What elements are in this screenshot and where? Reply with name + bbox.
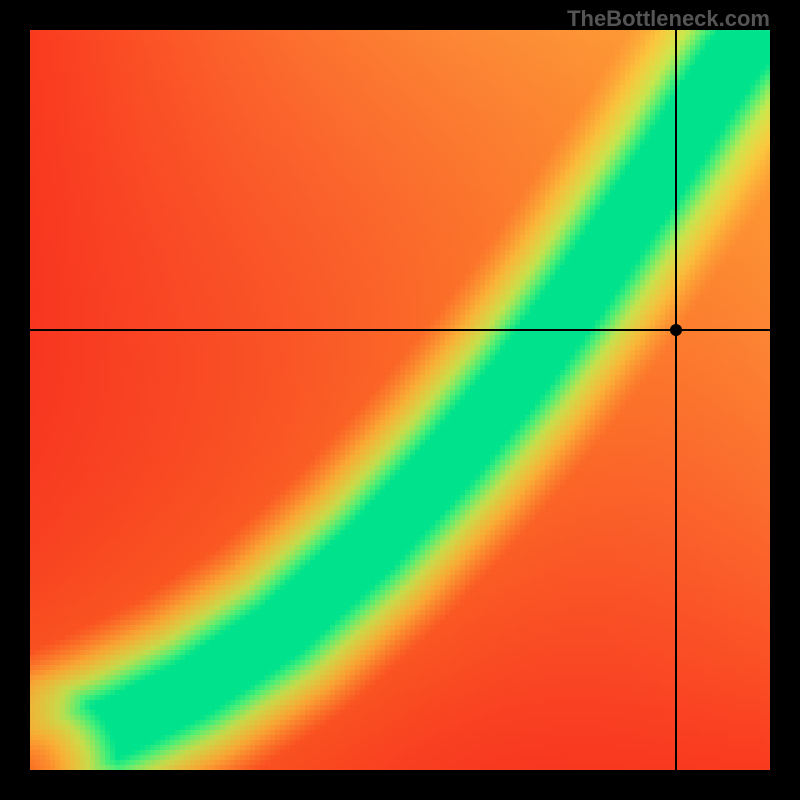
crosshair-horizontal	[30, 329, 770, 331]
watermark-text: TheBottleneck.com	[567, 6, 770, 32]
crosshair-marker	[670, 324, 682, 336]
crosshair-vertical	[675, 30, 677, 770]
heatmap-canvas	[30, 30, 770, 770]
